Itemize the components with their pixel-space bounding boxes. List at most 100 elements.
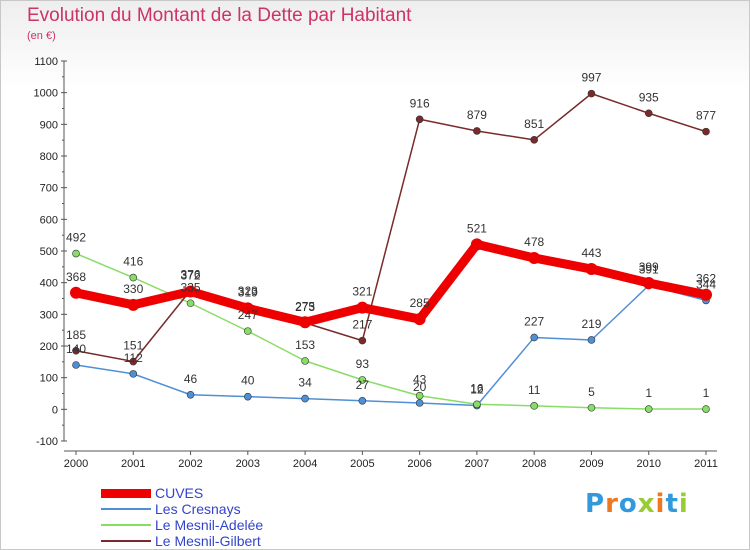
x-tick-label: 2002: [178, 458, 202, 470]
data-label: 391: [639, 263, 659, 277]
data-label: 321: [352, 285, 372, 299]
data-label: 219: [581, 317, 601, 331]
x-tick-label: 2001: [121, 458, 145, 470]
axes: -100 0 100 200 300 400 500 600 700 800 900 1000 1100…: [34, 56, 718, 470]
data-point: [129, 273, 138, 282]
data-point: [72, 346, 80, 355]
legend-label: Les Cresnays: [155, 501, 241, 517]
chart-subtitle: (en €): [27, 30, 56, 42]
data-point: [702, 405, 710, 413]
x-tick-label: 2003: [236, 458, 260, 470]
series-line-2: [75, 252, 707, 410]
data-point: [127, 298, 140, 311]
legend-swatch: [101, 524, 151, 526]
legend-swatch: [101, 508, 151, 510]
data-point: [530, 136, 538, 144]
data-label: 27: [356, 378, 370, 392]
data-label: 319: [238, 285, 258, 299]
x-tick-label: 2010: [636, 458, 660, 470]
data-point: [587, 89, 596, 98]
data-label: 916: [410, 96, 430, 110]
data-point: [244, 392, 252, 401]
logo-letter: P: [585, 489, 606, 519]
y-tick-label: 800: [40, 151, 58, 163]
data-point: [470, 238, 483, 251]
data-label: 372: [181, 269, 201, 283]
data-point: [241, 302, 254, 315]
data-point: [415, 115, 424, 124]
data-label: 275: [295, 299, 315, 313]
series-layer: [70, 89, 712, 413]
data-point: [358, 376, 367, 384]
series-line-0: [71, 239, 711, 327]
data-label: 185: [66, 328, 86, 342]
data-point: [244, 327, 252, 335]
data-label: 227: [524, 314, 544, 328]
data-label: 879: [467, 108, 487, 122]
data-point: [301, 357, 309, 365]
data-label: 140: [66, 342, 86, 356]
data-label: 851: [524, 117, 544, 131]
data-label: 43: [413, 373, 427, 387]
data-label: 11: [528, 383, 541, 397]
data-point: [700, 288, 712, 301]
x-tick-label: 2000: [64, 458, 88, 470]
legend-label: Le Mesnil-Adelée: [155, 517, 264, 533]
data-point: [587, 336, 596, 344]
logo-letter: i: [678, 489, 689, 519]
logo-letter: o: [618, 489, 638, 519]
data-point: [413, 313, 426, 326]
data-label: 323: [238, 284, 258, 298]
x-tick-label: 2005: [350, 458, 374, 470]
data-point: [129, 370, 138, 378]
x-tick-label: 2004: [293, 458, 317, 470]
data-label: 273: [295, 300, 315, 314]
data-point: [70, 286, 82, 299]
data-label: 46: [184, 372, 198, 386]
data-label: 112: [124, 351, 143, 365]
data-label: 16: [470, 381, 484, 395]
data-label: 93: [356, 357, 370, 371]
data-point: [184, 285, 197, 298]
data-label: 399: [639, 260, 659, 274]
y-tick-label: -100: [36, 436, 58, 448]
data-label: 344: [696, 277, 716, 291]
data-label: 443: [581, 246, 601, 260]
y-tick-label: 700: [40, 183, 58, 195]
data-label: 362: [696, 272, 716, 286]
legend-label: Le Mesnil-Gilbert: [155, 533, 261, 549]
y-tick-label: 500: [40, 246, 58, 258]
data-label: 1: [703, 386, 710, 400]
legend-swatch: [101, 488, 151, 498]
data-label: 1: [645, 386, 652, 400]
x-tick-label: 2006: [407, 458, 431, 470]
data-label: 492: [66, 231, 86, 245]
data-point: [299, 316, 312, 329]
data-point: [702, 127, 710, 136]
legend-swatch: [101, 540, 151, 542]
data-point: [644, 405, 653, 413]
data-point: [358, 336, 367, 345]
data-label: 935: [639, 90, 659, 104]
data-point: [301, 394, 309, 403]
data-label: 5: [588, 385, 595, 399]
y-tick-label: 200: [40, 341, 58, 353]
data-label: 368: [66, 270, 86, 284]
x-tick-label: 2007: [465, 458, 489, 470]
x-tick-label: 2009: [579, 458, 603, 470]
data-label: 877: [696, 109, 716, 123]
data-point: [585, 263, 598, 276]
data-labels: 3683303723192753212855214784433993621401…: [66, 71, 716, 400]
data-point: [587, 403, 596, 412]
data-point: [528, 251, 541, 264]
logo-letter: i: [655, 489, 666, 519]
series-line-3: [75, 92, 707, 363]
data-point: [644, 109, 653, 118]
y-tick-label: 0: [52, 404, 58, 416]
logo-letter: t: [665, 489, 679, 519]
data-point: [358, 396, 367, 405]
logo-letter: x: [637, 489, 656, 519]
data-point: [356, 301, 369, 314]
